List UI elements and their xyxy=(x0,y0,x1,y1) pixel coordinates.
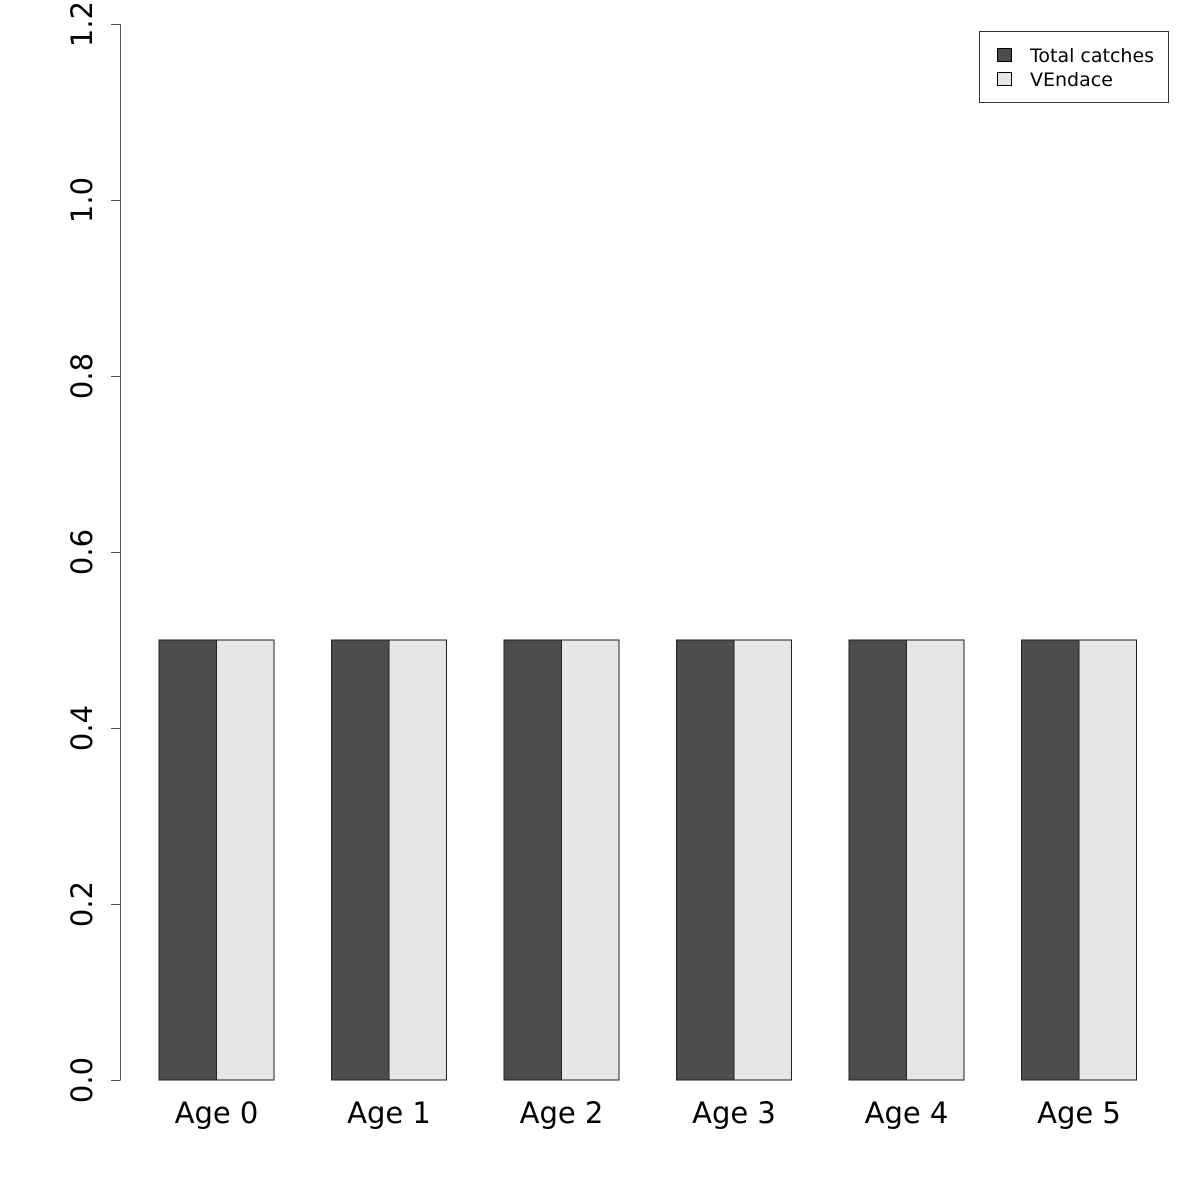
bar-total-catches-1 xyxy=(331,639,390,1081)
y-tick-label: 0.2 xyxy=(65,881,99,927)
bar-total-catches-2 xyxy=(503,639,562,1081)
legend-swatch-total-catches xyxy=(997,48,1012,62)
y-tick-label: 0.0 xyxy=(65,1057,99,1103)
y-tick-label: 0.8 xyxy=(65,353,99,399)
y-axis: 0.0 0.2 0.4 0.6 0.8 1.0 1.2 xyxy=(65,1,121,1103)
bars xyxy=(158,639,1137,1081)
bar-vendace-3 xyxy=(733,639,792,1081)
y-tick-label: 0.6 xyxy=(65,529,99,575)
bar-vendace-5 xyxy=(1078,639,1137,1081)
bar-total-catches-3 xyxy=(676,639,735,1081)
y-tick-label: 1.0 xyxy=(65,177,99,223)
bar-vendace-1 xyxy=(388,639,447,1081)
x-category-label: Age 0 xyxy=(175,1096,259,1130)
x-category-label: Age 1 xyxy=(347,1096,431,1130)
y-tick-label: 1.2 xyxy=(65,1,99,47)
x-category-label: Age 4 xyxy=(865,1096,949,1130)
legend-label-vendace: VEndace xyxy=(1030,69,1113,91)
legend-box xyxy=(979,31,1169,103)
bar-total-catches-5 xyxy=(1021,639,1080,1081)
bar-vendace-0 xyxy=(216,639,275,1081)
bar-total-catches-4 xyxy=(848,639,907,1081)
legend-swatch-vendace xyxy=(997,72,1012,86)
x-category-label: Age 5 xyxy=(1037,1096,1121,1130)
legend: Total catches VEndace xyxy=(979,31,1169,103)
y-tick-label: 0.4 xyxy=(65,705,99,751)
x-category-label: Age 3 xyxy=(692,1096,776,1130)
bar-vendace-4 xyxy=(906,639,965,1081)
bar-vendace-2 xyxy=(561,639,620,1081)
bar-total-catches-0 xyxy=(158,639,217,1081)
x-category-label: Age 2 xyxy=(520,1096,604,1130)
legend-label-total-catches: Total catches xyxy=(1029,45,1154,67)
x-axis-labels: Age 0 Age 1 Age 2 Age 3 Age 4 Age 5 xyxy=(175,1096,1121,1130)
